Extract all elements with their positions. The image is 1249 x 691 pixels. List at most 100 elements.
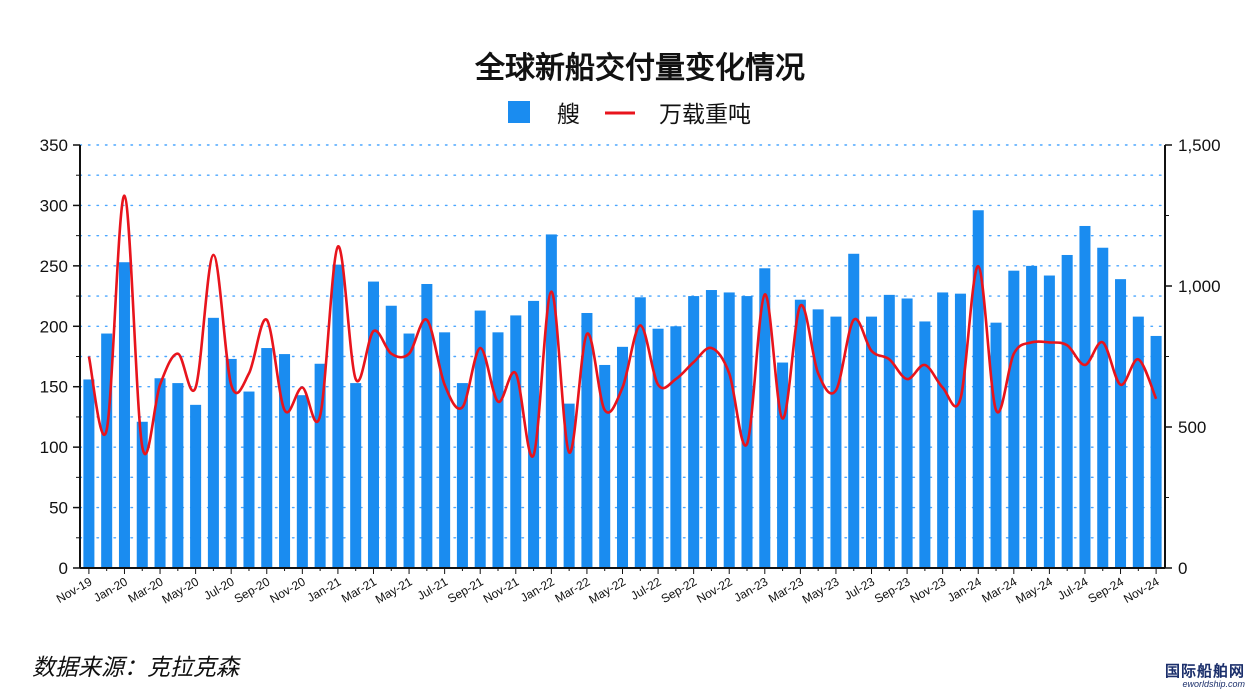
bar [154, 378, 166, 568]
bar [901, 298, 913, 568]
y-left-tick-label: 350 [40, 136, 68, 155]
x-tick-label: Sep-20 [232, 574, 273, 606]
bar [172, 383, 184, 568]
y-left-tick-label: 150 [40, 378, 68, 397]
bar [581, 312, 593, 568]
bar [403, 333, 415, 568]
bar [1026, 265, 1038, 568]
bar [225, 358, 237, 568]
x-tick-label: Nov-20 [267, 574, 308, 606]
bar [1043, 275, 1055, 568]
y-left-tick-label: 250 [40, 257, 68, 276]
bar [563, 403, 575, 568]
bar [777, 362, 789, 568]
bar [385, 305, 397, 568]
bar [723, 292, 735, 568]
x-tick-label: Nov-24 [1121, 574, 1162, 606]
bar [830, 316, 842, 568]
x-tick-label: Jan-24 [945, 574, 984, 605]
bar [439, 332, 451, 568]
bar [296, 395, 308, 568]
x-tick-label: Sep-24 [1086, 574, 1127, 606]
bar [652, 328, 664, 568]
x-tick-label: Jan-23 [732, 574, 771, 605]
y-left-tick-label: 200 [40, 317, 68, 336]
bar [972, 210, 984, 568]
bar [794, 299, 806, 568]
bar [1115, 279, 1127, 568]
bar [937, 292, 949, 568]
bar [545, 234, 557, 569]
chart-title: 全球新船交付量变化情况 [474, 51, 805, 86]
bar [990, 322, 1002, 568]
bar [456, 383, 468, 568]
x-tick-label: Nov-19 [54, 574, 95, 606]
x-tick-label: Mar-24 [979, 574, 1019, 605]
line-series [87, 194, 1158, 458]
x-tick-label: Nov-21 [481, 574, 522, 606]
bar [1150, 335, 1162, 568]
y-right-tick-label: 0 [1178, 559, 1187, 578]
x-tick-label: Jul-23 [842, 574, 878, 603]
bar [83, 379, 95, 568]
x-tick-label: Sep-23 [872, 574, 913, 606]
legend-bar-label: 艘 [557, 102, 580, 128]
x-tick-label: Jan-20 [91, 574, 130, 605]
bar [510, 315, 522, 568]
x-tick-label: Jul-24 [1055, 574, 1091, 603]
y-right-tick-label: 500 [1178, 418, 1206, 437]
x-tick-label: Mar-20 [126, 574, 166, 605]
bar [670, 326, 682, 568]
x-tick-label: Nov-22 [694, 574, 735, 606]
bar [207, 317, 219, 568]
bar [1079, 225, 1091, 568]
y-left-tick-label: 100 [40, 438, 68, 457]
x-tick-label: Mar-22 [553, 574, 593, 605]
watermark-sub: eworldship.com [1182, 679, 1245, 689]
y-left-tick-label: 300 [40, 196, 68, 215]
x-tick-label: Jan-22 [518, 574, 557, 605]
bar [634, 297, 646, 568]
bar [243, 391, 255, 568]
y-right-tick-label: 1,000 [1178, 277, 1221, 296]
bar [705, 290, 717, 568]
x-tick-label: Jul-22 [628, 574, 664, 603]
bar [883, 294, 895, 568]
x-tick-label: Nov-23 [908, 574, 949, 606]
bar [1132, 316, 1144, 568]
bar [314, 363, 326, 568]
x-tick-label: May-24 [1013, 574, 1055, 606]
bar [190, 404, 202, 568]
x-tick-label: Mar-23 [766, 574, 806, 605]
bar [118, 262, 130, 568]
bar [759, 268, 771, 568]
bar [741, 296, 753, 568]
bar [954, 293, 966, 568]
x-tick-label: Mar-21 [339, 574, 379, 605]
x-tick-label: Sep-21 [445, 574, 486, 606]
x-tick-label: May-21 [373, 574, 415, 606]
bar [474, 310, 486, 568]
x-tick-label: Jul-21 [415, 574, 451, 603]
y-left-tick-label: 50 [49, 499, 68, 518]
bar [1061, 254, 1073, 569]
bar [492, 332, 504, 568]
watermark-main: 国际船舶网 [1164, 662, 1245, 680]
bar [367, 281, 379, 568]
x-tick-label: May-20 [159, 574, 201, 606]
bar [261, 348, 273, 568]
x-tick-label: May-23 [800, 574, 842, 606]
bar [616, 346, 629, 568]
legend-bar-swatch [508, 101, 530, 123]
x-tick-label: Jul-20 [201, 574, 237, 603]
bar [919, 321, 931, 568]
bar [279, 354, 291, 568]
bar [1097, 247, 1109, 568]
bar [848, 253, 860, 568]
bar [688, 296, 700, 568]
bar [421, 283, 433, 568]
bar [136, 421, 148, 568]
source-note: 数据来源：克拉克森 [32, 655, 239, 681]
watermark-logo: 国际船舶网 eworldship.com [1165, 663, 1245, 689]
